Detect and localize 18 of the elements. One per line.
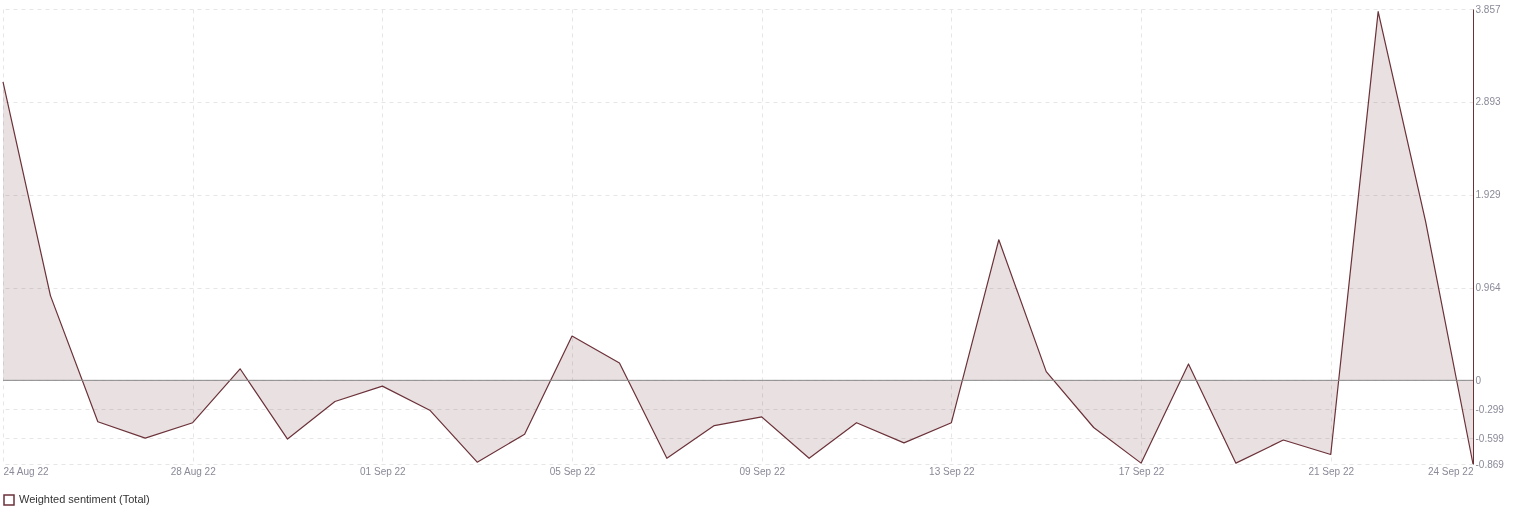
legend-label: Weighted sentiment (Total) [19,493,150,505]
y-tick-label: -0.599 [1475,432,1505,444]
y-tick-label: 3.857 [1475,3,1501,15]
x-tick-label: 21 Sep 22 [1308,465,1355,477]
y-tick-label: -0.869 [1475,458,1505,470]
y-tick-label: 0 [1475,374,1482,386]
x-tick-label: 24 Sep 22 [1427,465,1474,477]
x-tick-label: 17 Sep 22 [1118,465,1165,477]
x-tick-label: 01 Sep 22 [360,465,407,477]
y-tick-label: 2.893 [1475,96,1501,108]
x-tick-label: 05 Sep 22 [549,465,596,477]
y-tick-label: 1.929 [1475,189,1501,201]
x-tick-label: 24 Aug 22 [3,465,49,477]
y-tick-label: 0.964 [1475,282,1501,294]
x-tick-label: 13 Sep 22 [929,465,976,477]
x-tick-label: 09 Sep 22 [739,465,786,477]
y-tick-label: -0.299 [1475,403,1505,415]
x-tick-label: 28 Aug 22 [170,465,217,477]
